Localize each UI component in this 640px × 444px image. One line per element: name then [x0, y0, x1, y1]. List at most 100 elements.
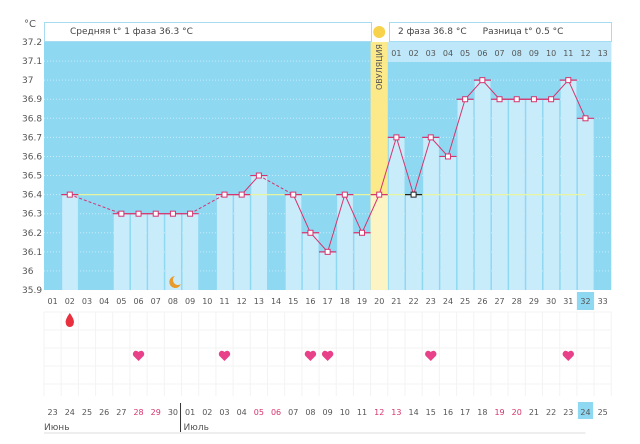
cycle-day-label: 28 — [512, 297, 522, 306]
temperature-bar — [388, 137, 405, 290]
phase2-day-row — [387, 42, 612, 62]
heart-icon — [425, 350, 437, 361]
cycle-day-label: 06 — [133, 297, 143, 306]
cycle-day-label: 11 — [219, 297, 229, 306]
drop-icon — [65, 313, 74, 327]
temperature-point — [444, 153, 451, 160]
temperature-line-segment — [430, 137, 449, 157]
temperature-point — [221, 191, 228, 198]
temperature-bar — [234, 194, 250, 290]
date-label: 24 — [580, 408, 590, 417]
cycle-day-label: 22 — [408, 297, 418, 306]
temperature-line-segment — [481, 79, 500, 100]
temperature-bar — [285, 194, 302, 290]
y-tick-label: 36.5 — [22, 172, 42, 182]
date-label: 27 — [116, 408, 126, 417]
temperature-line-segment — [395, 137, 415, 195]
temperature-line-segment — [567, 79, 586, 119]
temperature-line-segment — [258, 175, 294, 196]
date-label: 15 — [426, 408, 436, 417]
date-label: 08 — [305, 408, 315, 417]
phase2-day-label: 02 — [408, 49, 418, 58]
date-label: 16 — [443, 408, 453, 417]
temperature-bar — [130, 213, 147, 290]
cycle-day-label: 14 — [271, 297, 281, 306]
cycle-day-label: 05 — [116, 297, 126, 306]
temperature-line-segment — [69, 194, 122, 215]
temperature-point — [513, 96, 520, 103]
y-tick-label: 35.9 — [22, 286, 42, 296]
phase2-day-label: 11 — [563, 49, 573, 58]
temperature-line-segment — [447, 99, 466, 157]
y-tick-label: 37 — [22, 76, 33, 86]
phase2-day-label: 09 — [529, 49, 539, 58]
temperature-bar — [113, 213, 130, 290]
cycle-day-label: 29 — [529, 297, 539, 306]
temperature-bar — [320, 251, 336, 290]
cycle-day-label: 31 — [563, 297, 573, 306]
temperature-point — [307, 229, 314, 236]
temperature-line-segment — [550, 79, 569, 100]
date-label: 03 — [219, 408, 229, 417]
date-label: 11 — [357, 408, 367, 417]
temperature-bar — [560, 80, 577, 291]
date-label: 18 — [477, 408, 487, 417]
date-label: 21 — [529, 408, 539, 417]
temperature-point — [118, 210, 125, 217]
phase2-header: 2 фаза 36.8 °C Разница t° 0.5 °C — [389, 22, 612, 42]
date-label: 25 — [598, 408, 608, 417]
phase2-day-label: 01 — [391, 49, 401, 58]
date-label: 06 — [271, 408, 281, 417]
date-label: 19 — [494, 408, 504, 417]
phase2-day-label: 07 — [494, 49, 504, 58]
date-label: 12 — [374, 408, 384, 417]
moon-icon — [169, 276, 181, 288]
cycle-day-label: 21 — [391, 297, 401, 306]
month-label: Июль — [184, 423, 209, 433]
temperature-point — [135, 210, 142, 217]
month-label: Июнь — [44, 423, 70, 433]
y-tick-label: 36.8 — [22, 114, 42, 124]
date-label: 09 — [323, 408, 333, 417]
temperature-bar — [148, 213, 164, 290]
cycle-day-label: 16 — [305, 297, 315, 306]
cycle-day-label: 19 — [357, 297, 367, 306]
ovulation-label: ОВУЛЯЦИЯ — [375, 44, 384, 90]
temperature-difference: Разница t° 0.5 °C — [482, 27, 564, 37]
cycle-day-label: 13 — [254, 297, 264, 306]
phase2-day-label: 08 — [512, 49, 522, 58]
cycle-day-label: 24 — [443, 297, 453, 306]
ovulation-bar — [370, 194, 388, 290]
temperature-point — [462, 96, 469, 103]
temperature-line-segment — [413, 137, 432, 195]
date-label: 26 — [99, 408, 109, 417]
cycle-day-label: 20 — [374, 297, 384, 306]
temperature-point — [341, 191, 348, 198]
temperature-point — [324, 248, 331, 255]
temperature-bar — [354, 232, 371, 290]
temperature-point — [187, 210, 194, 217]
cycle-day-label: 02 — [65, 297, 75, 306]
cycle-day-label: 15 — [288, 297, 298, 306]
temperature-point — [255, 172, 262, 179]
temperature-bar — [405, 194, 422, 290]
cycle-day-label: 30 — [546, 297, 556, 306]
cycle-day-label: 12 — [237, 297, 247, 306]
temperature-bar — [337, 194, 353, 290]
cycle-day-label: 03 — [82, 297, 92, 306]
date-label: 04 — [237, 408, 247, 417]
cycle-day-label: 08 — [168, 297, 178, 306]
date-label: 24 — [65, 408, 75, 417]
date-label: 20 — [512, 408, 522, 417]
cycle-day-label: 04 — [99, 297, 109, 306]
temperature-line-segment — [310, 232, 329, 253]
phase2-average: 2 фаза 36.8 °C — [398, 27, 467, 37]
temperature-line-segment — [344, 194, 363, 233]
cycle-day-label: 32 — [580, 297, 590, 306]
temperature-bar — [182, 213, 199, 290]
temperature-bar — [423, 137, 439, 290]
temperature-bar — [302, 232, 319, 290]
cycle-day-label: 10 — [202, 297, 212, 306]
